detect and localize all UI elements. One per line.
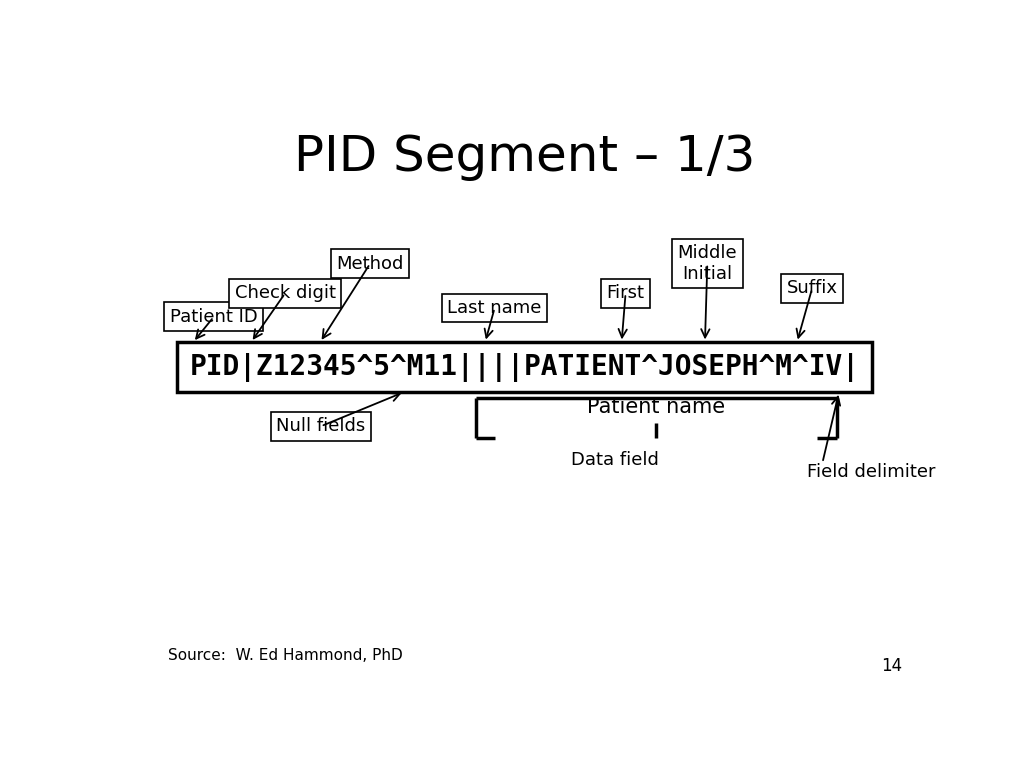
Text: Patient name: Patient name xyxy=(587,397,725,417)
Text: Suffix: Suffix xyxy=(786,280,838,297)
Text: Source:  W. Ed Hammond, PhD: Source: W. Ed Hammond, PhD xyxy=(168,647,402,663)
FancyBboxPatch shape xyxy=(177,343,872,392)
Text: Field delimiter: Field delimiter xyxy=(807,463,935,481)
Text: Middle
Initial: Middle Initial xyxy=(678,244,737,283)
Text: PID|Z12345^5^M11||||PATIENT^JOSEPH^M^IV|: PID|Z12345^5^M11||||PATIENT^JOSEPH^M^IV| xyxy=(189,353,860,382)
Text: Method: Method xyxy=(336,255,403,273)
Text: First: First xyxy=(606,284,644,303)
Text: 14: 14 xyxy=(881,657,902,675)
Text: Check digit: Check digit xyxy=(234,284,336,303)
Text: Last name: Last name xyxy=(447,299,542,317)
Text: PID Segment – 1/3: PID Segment – 1/3 xyxy=(294,133,756,181)
Text: Patient ID: Patient ID xyxy=(170,308,258,326)
Text: Data field: Data field xyxy=(571,451,659,469)
Text: Null fields: Null fields xyxy=(276,417,366,435)
